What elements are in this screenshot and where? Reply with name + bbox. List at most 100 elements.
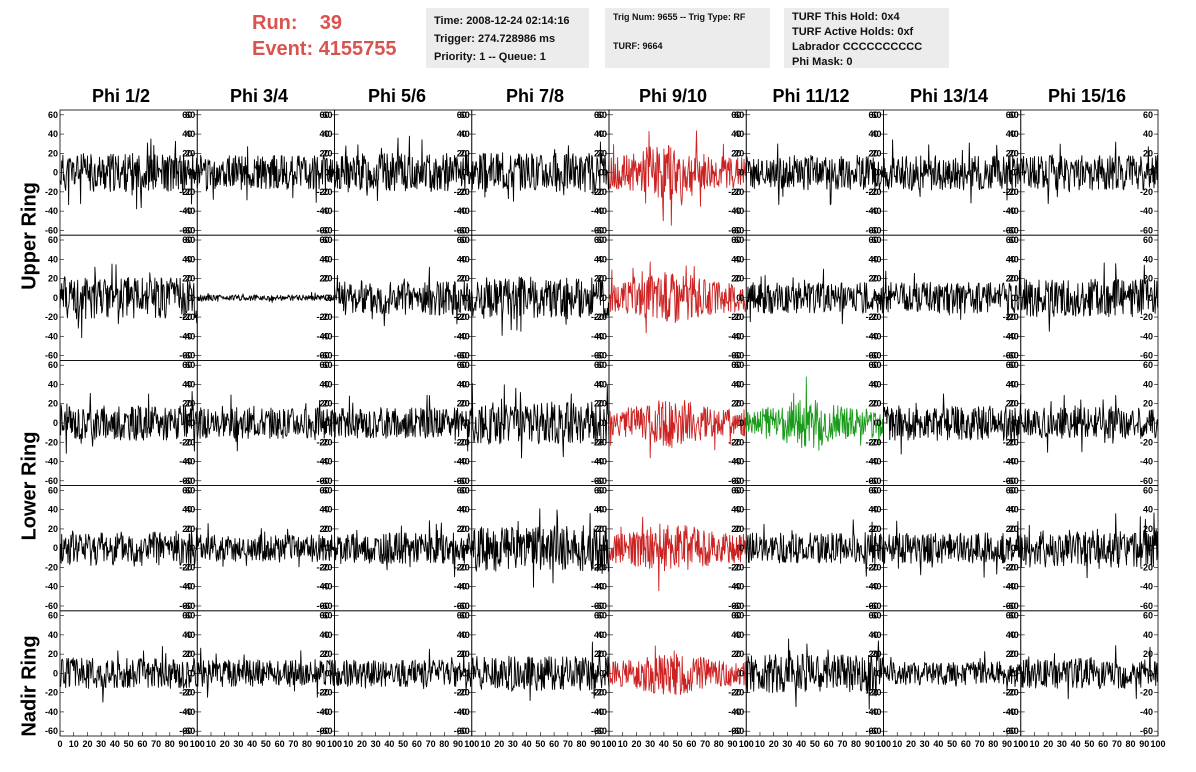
column-header-phi-5-6: Phi 5/6 bbox=[367, 86, 427, 106]
y-tick-label: 60 bbox=[460, 360, 470, 370]
y-tick-label: -60 bbox=[868, 225, 881, 235]
y-tick-label: 60 bbox=[319, 485, 329, 495]
y-tick-label: 40 bbox=[1009, 505, 1019, 515]
x-tick-label: 40 bbox=[110, 739, 120, 749]
y-tick-label: -40 bbox=[868, 582, 881, 592]
column-header-phi-11-12: Phi 11/12 bbox=[772, 86, 850, 106]
y-tick-label: -40 bbox=[179, 206, 192, 216]
y-tick-label: -60 bbox=[1140, 476, 1153, 486]
y-tick-label: 60 bbox=[871, 611, 881, 621]
y-tick-label: 60 bbox=[594, 485, 604, 495]
y-tick-label: 20 bbox=[460, 148, 470, 158]
y-tick-label: 40 bbox=[48, 254, 58, 264]
waveform-trace bbox=[196, 146, 335, 203]
y-tick-label: 60 bbox=[1006, 611, 1016, 621]
y-tick-label: 0 bbox=[327, 293, 332, 303]
y-tick-label: 0 bbox=[190, 668, 195, 678]
y-tick-label: -40 bbox=[728, 707, 741, 717]
y-tick-label: 60 bbox=[1009, 611, 1019, 621]
y-tick-label: -20 bbox=[319, 312, 332, 322]
y-tick-label: -60 bbox=[319, 476, 332, 486]
y-tick-label: 40 bbox=[1143, 505, 1153, 515]
y-tick-label: -40 bbox=[591, 457, 604, 467]
waveform-trace bbox=[608, 261, 747, 334]
y-tick-label: 40 bbox=[1009, 630, 1019, 640]
y-tick-label: -20 bbox=[1140, 187, 1153, 197]
y-tick-label: 20 bbox=[457, 399, 467, 409]
y-tick-label: -40 bbox=[316, 457, 329, 467]
y-tick-label: -60 bbox=[868, 476, 881, 486]
trig-num-text: Trig Num: 9655 -- Trig Type: RF bbox=[613, 12, 746, 22]
y-tick-label: 60 bbox=[460, 485, 470, 495]
y-tick-label: -20 bbox=[316, 562, 329, 572]
y-tick-label: -60 bbox=[316, 601, 329, 611]
waveform-trace bbox=[1020, 262, 1159, 332]
y-tick-label: -60 bbox=[868, 726, 881, 736]
y-tick-label: -20 bbox=[1006, 562, 1019, 572]
y-tick-label: 40 bbox=[1009, 129, 1019, 139]
y-tick-label: 40 bbox=[185, 129, 195, 139]
x-tick-label: 20 bbox=[769, 739, 779, 749]
y-tick-label: 60 bbox=[871, 360, 881, 370]
y-tick-label: 0 bbox=[53, 418, 58, 428]
y-tick-label: 40 bbox=[182, 379, 192, 389]
y-tick-label: -60 bbox=[316, 476, 329, 486]
y-tick-label: 60 bbox=[185, 360, 195, 370]
y-tick-label: 20 bbox=[48, 524, 58, 534]
x-tick-label: 50 bbox=[124, 739, 134, 749]
event-label: Event: bbox=[252, 38, 314, 60]
y-tick-label: -20 bbox=[319, 187, 332, 197]
y-tick-label: -20 bbox=[591, 437, 604, 447]
y-tick-label: 40 bbox=[322, 254, 332, 264]
y-tick-label: 40 bbox=[868, 129, 878, 139]
y-tick-label: -60 bbox=[1003, 351, 1016, 361]
y-tick-label: 0 bbox=[599, 418, 604, 428]
y-tick-label: 40 bbox=[185, 505, 195, 515]
y-tick-label: 20 bbox=[594, 399, 604, 409]
waveform-trace bbox=[196, 647, 335, 698]
y-tick-label: 60 bbox=[182, 485, 192, 495]
phi-mask-text: Phi Mask: 0 bbox=[792, 56, 853, 68]
y-tick-label: -60 bbox=[728, 351, 741, 361]
x-tick-label: 70 bbox=[700, 739, 710, 749]
y-tick-label: -20 bbox=[319, 688, 332, 698]
y-tick-label: -40 bbox=[865, 457, 878, 467]
y-tick-label: 40 bbox=[597, 505, 607, 515]
y-tick-label: 40 bbox=[1006, 630, 1016, 640]
y-tick-label: -40 bbox=[319, 206, 332, 216]
y-tick-label: -40 bbox=[728, 331, 741, 341]
x-tick-label: 60 bbox=[686, 739, 696, 749]
y-tick-label: -20 bbox=[868, 187, 881, 197]
y-tick-label: 0 bbox=[876, 168, 881, 178]
y-tick-label: -60 bbox=[594, 351, 607, 361]
y-tick-label: -60 bbox=[319, 351, 332, 361]
y-tick-label: 20 bbox=[182, 524, 192, 534]
y-tick-label: 40 bbox=[457, 505, 467, 515]
y-tick-label: 60 bbox=[594, 360, 604, 370]
y-tick-label: 0 bbox=[465, 543, 470, 553]
x-tick-label: 30 bbox=[1057, 739, 1067, 749]
x-tick-label: 100 bbox=[464, 739, 479, 749]
y-tick-label: -20 bbox=[1140, 437, 1153, 447]
y-tick-label: -20 bbox=[1003, 688, 1016, 698]
y-tick-label: 40 bbox=[322, 379, 332, 389]
y-tick-label: -60 bbox=[1140, 726, 1153, 736]
y-tick-label: 0 bbox=[602, 668, 607, 678]
y-tick-label: -20 bbox=[594, 312, 607, 322]
y-tick-label: -60 bbox=[457, 601, 470, 611]
y-tick-label: 20 bbox=[731, 148, 741, 158]
y-tick-label: 60 bbox=[185, 611, 195, 621]
y-tick-label: 60 bbox=[734, 611, 744, 621]
y-tick-label: -20 bbox=[182, 688, 195, 698]
y-tick-label: 0 bbox=[190, 293, 195, 303]
y-tick-label: 20 bbox=[1143, 274, 1153, 284]
y-tick-label: 20 bbox=[871, 148, 881, 158]
y-tick-label: 40 bbox=[734, 379, 744, 389]
y-tick-label: -20 bbox=[1006, 187, 1019, 197]
waveform-trace bbox=[471, 141, 610, 202]
